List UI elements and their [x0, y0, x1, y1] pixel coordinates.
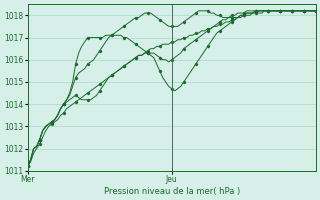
X-axis label: Pression niveau de la mer( hPa ): Pression niveau de la mer( hPa ) — [104, 187, 240, 196]
